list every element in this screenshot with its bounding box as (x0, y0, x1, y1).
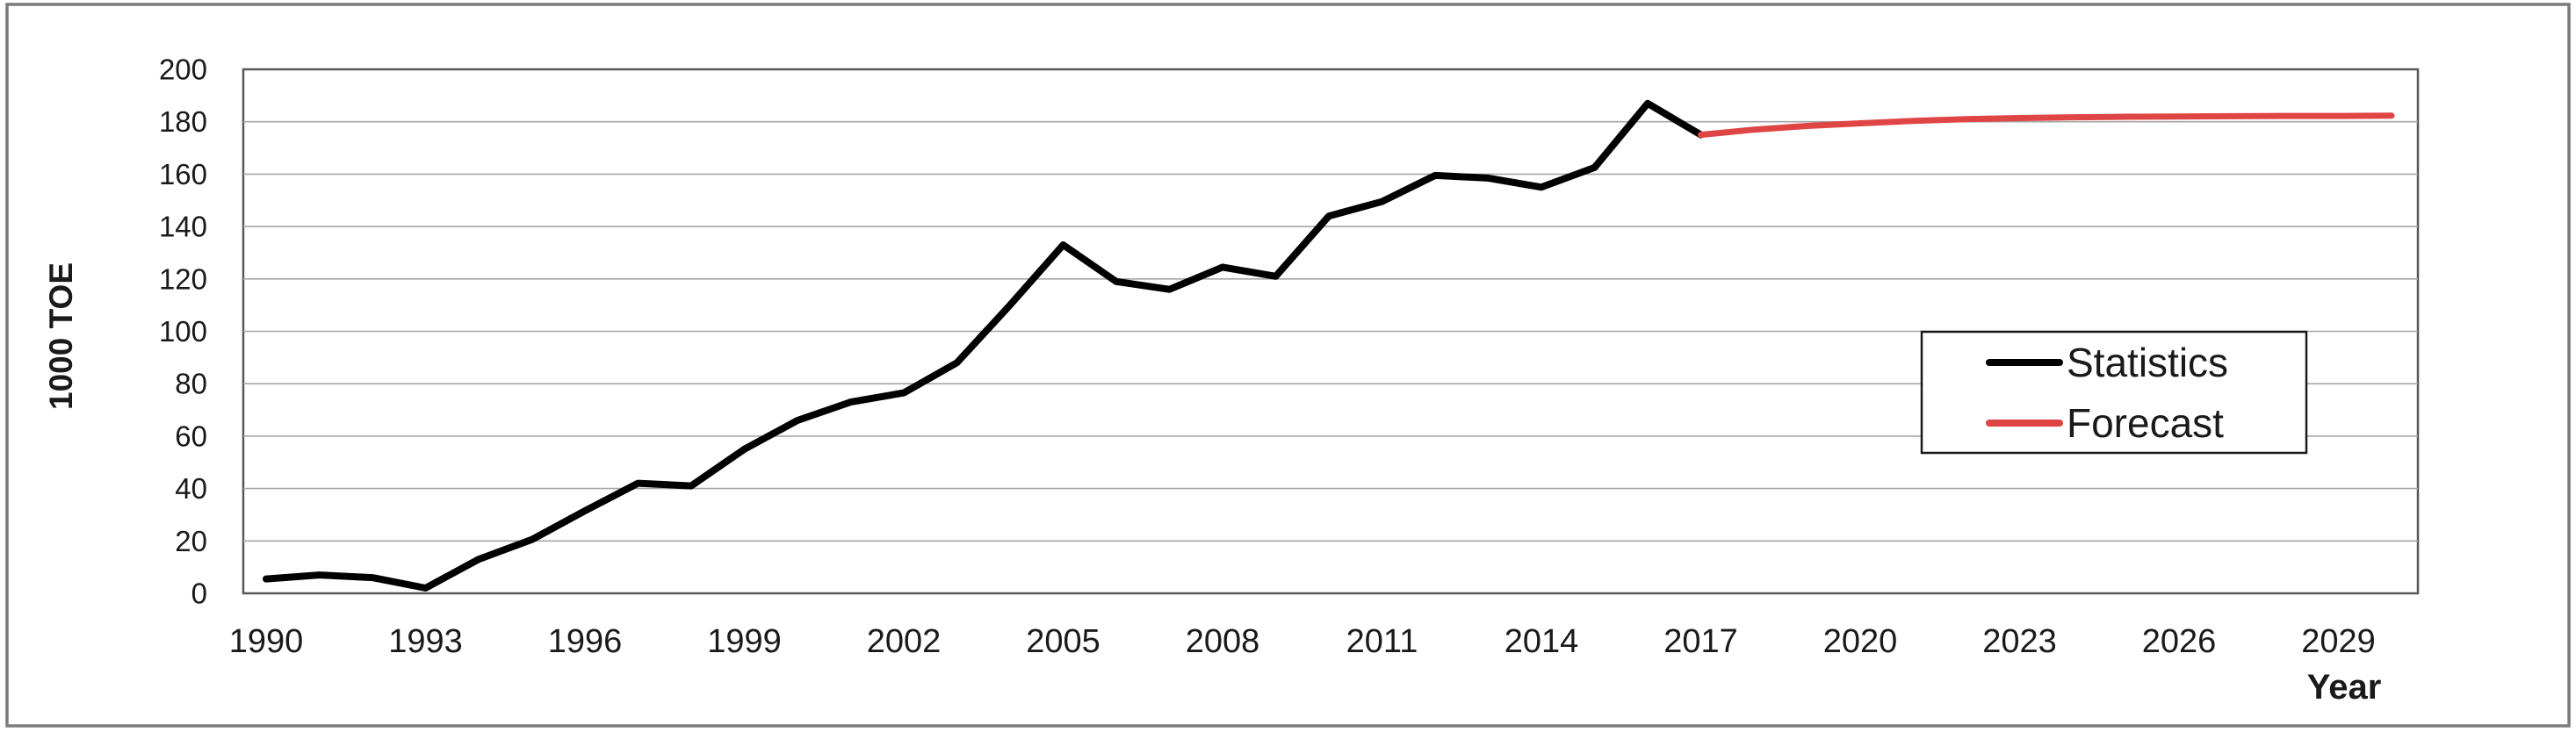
x-axis-title: Year (2307, 668, 2382, 707)
statistics-line (263, 99, 1705, 592)
x-tick-label-2011: 2011 (1346, 623, 1418, 660)
x-tick-label-1999: 1999 (707, 623, 782, 660)
y-tick-label-80: 80 (175, 368, 207, 400)
x-tick-label-2026: 2026 (2142, 623, 2217, 660)
x-tick-label-1990: 1990 (229, 623, 304, 660)
y-tick-label-20: 20 (175, 525, 207, 557)
y-tick-label-160: 160 (159, 158, 207, 190)
x-tick-label-1996: 1996 (548, 623, 623, 660)
legend: Statistics Forecast (1920, 330, 2308, 455)
y-axis-title: 1000 TOE (43, 262, 79, 410)
y-tick-label-0: 0 (191, 578, 207, 610)
legend-statistics-label: Statistics (2067, 340, 2228, 385)
x-tick-label-2014: 2014 (1504, 623, 1579, 660)
y-tick-label-200: 200 (159, 54, 207, 86)
x-axis-tick-labels: 1990 1993 1996 1999 2002 2005 2008 2011 2014 2017… (229, 623, 2376, 660)
y-tick-label-100: 100 (159, 315, 207, 348)
x-tick-label-2017: 2017 (1663, 623, 1738, 660)
legend-forecast-label: Forecast (2067, 400, 2224, 446)
x-tick-label-2029: 2029 (2301, 623, 2376, 660)
legend-box (1920, 330, 2308, 455)
x-tick-label-2020: 2020 (1823, 623, 1898, 660)
forecast-line (1698, 112, 2395, 139)
y-axis-tick-labels: 0 20 40 60 80 100 120 140 160 180 200 (159, 54, 207, 610)
x-tick-label-2002: 2002 (867, 623, 942, 660)
outer-border (5, 3, 2571, 728)
y-tick-label-180: 180 (159, 105, 207, 138)
series-lines (263, 99, 2395, 592)
x-tick-label-2005: 2005 (1026, 623, 1100, 660)
x-tick-label-2008: 2008 (1186, 623, 1260, 660)
y-tick-label-60: 60 (175, 420, 207, 452)
y-tick-label-40: 40 (175, 472, 207, 505)
x-tick-label-2023: 2023 (1982, 623, 2057, 660)
y-tick-label-120: 120 (159, 262, 207, 295)
y-tick-label-140: 140 (159, 211, 207, 243)
x-tick-label-1993: 1993 (388, 623, 463, 660)
